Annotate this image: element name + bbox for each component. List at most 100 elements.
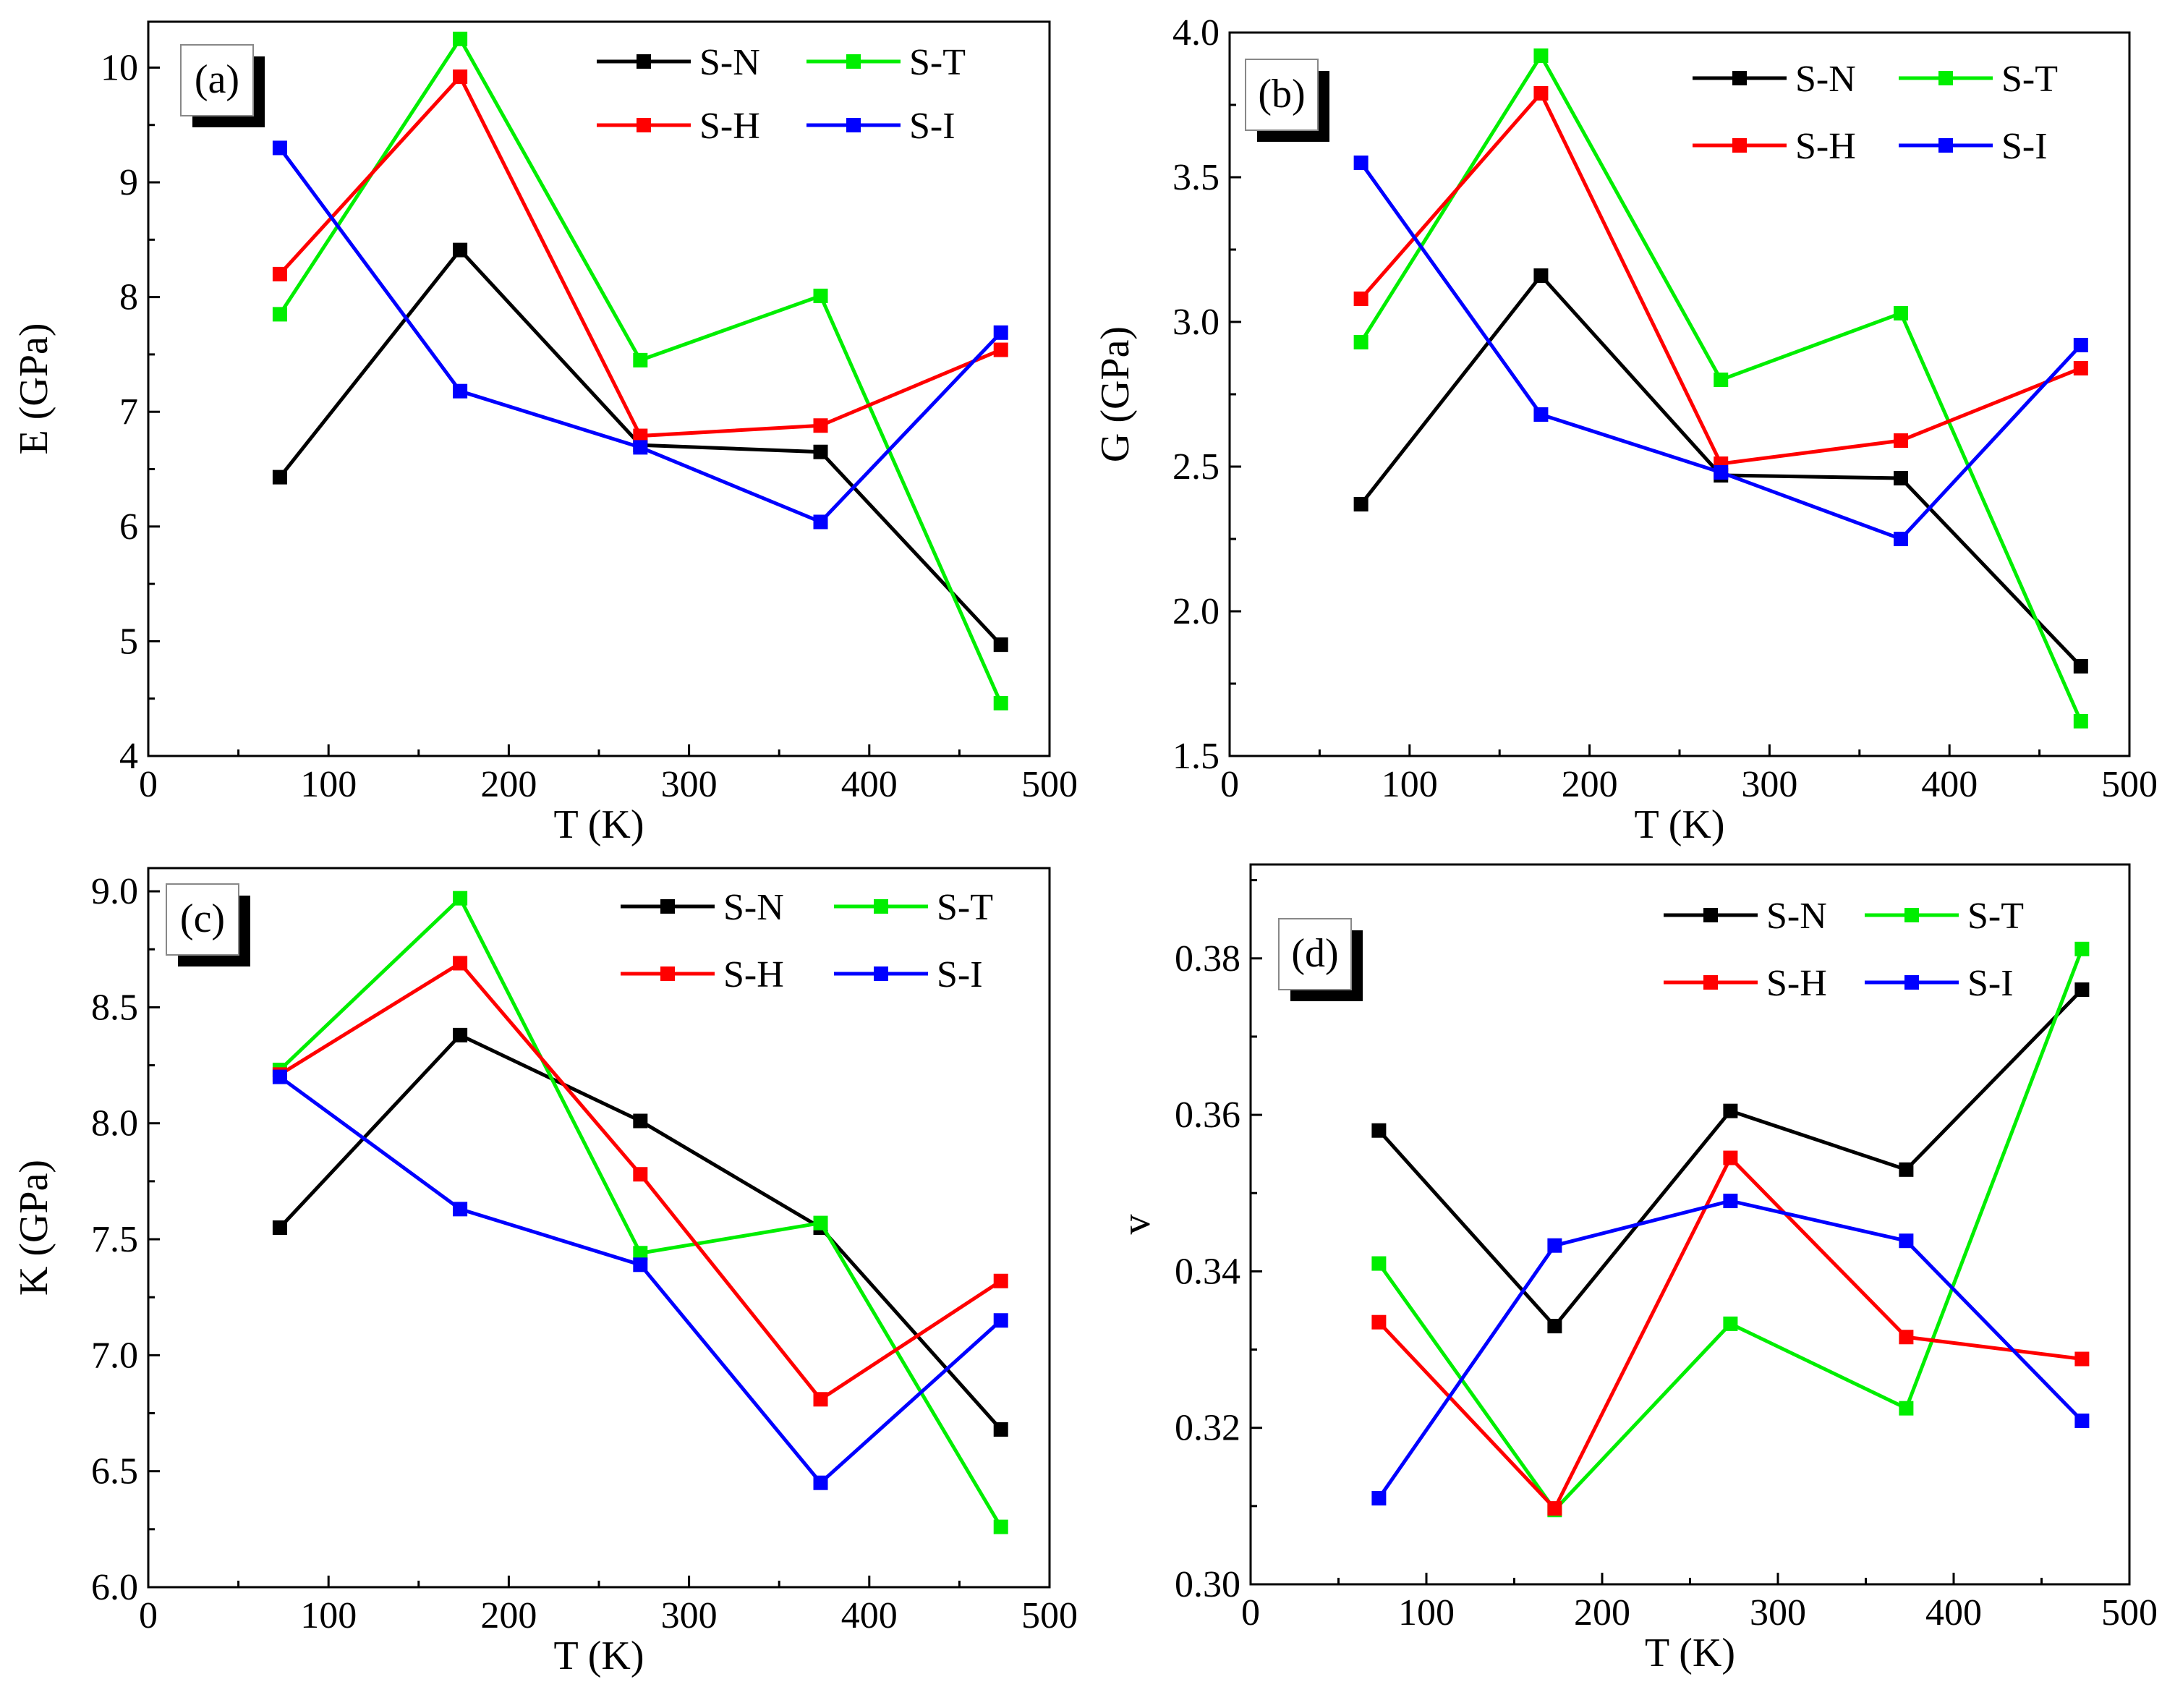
y-tick-label: 6.5 <box>91 1451 138 1492</box>
y-axis-title: K (GPa) <box>12 1160 56 1296</box>
data-point-s-h <box>453 956 468 971</box>
x-tick-label: 400 <box>841 1595 898 1636</box>
series-line-s-t <box>1359 52 2083 723</box>
legend-label-s-h: S-H <box>1795 126 1856 167</box>
x-axis-title: T (K) <box>554 1633 644 1678</box>
data-point-s-t <box>813 289 828 304</box>
legend-marker-s-t <box>874 899 888 914</box>
x-tick-label: 0 <box>139 1595 158 1636</box>
data-point-s-h <box>1371 1314 1387 1330</box>
y-tick-label: 10 <box>101 47 138 88</box>
y-tick-label: 4 <box>119 736 138 777</box>
data-point-s-h <box>1894 433 1909 448</box>
data-point-s-i <box>993 325 1008 340</box>
data-point-s-i <box>272 1069 287 1084</box>
legend-marker-s-t <box>846 54 861 69</box>
data-point-s-i <box>633 440 648 455</box>
y-tick-label: 0.38 <box>1175 938 1240 980</box>
panel-label-box <box>166 883 239 956</box>
data-point-s-i <box>1353 156 1369 170</box>
x-tick-label: 400 <box>1925 1592 1982 1633</box>
legend-label-s-n: S-N <box>699 42 760 83</box>
data-point-s-n <box>453 242 468 258</box>
data-point-s-t <box>1371 1256 1387 1271</box>
y-axis-title: v <box>1114 1215 1159 1235</box>
series-line-s-h <box>1377 1155 2082 1512</box>
data-point-s-i <box>2074 1413 2090 1428</box>
x-tick-label: 100 <box>300 764 357 805</box>
y-tick-label: 0.36 <box>1175 1095 1240 1136</box>
x-tick-label: 500 <box>2101 1592 2158 1633</box>
data-point-s-t <box>1714 373 1729 387</box>
chart-panel-b: 0 100 200 300 400 500 1.5 2.0 2.5 3.0 3.5 4.0 T (K) G… <box>1093 12 2158 847</box>
x-tick-label: 300 <box>661 1595 718 1636</box>
legend-label-s-h: S-H <box>1766 963 1827 1004</box>
legend-label-s-t: S-T <box>1967 896 2024 937</box>
data-point-s-n <box>1371 1123 1387 1138</box>
data-point-s-i <box>813 1475 828 1490</box>
legend-marker-s-h <box>1703 975 1718 990</box>
series-line-s-i <box>278 146 1003 524</box>
data-point-s-h <box>813 1392 828 1407</box>
data-point-s-n <box>2073 659 2088 674</box>
x-tick-label: 100 <box>1382 764 1438 805</box>
data-point-s-i <box>1899 1233 1914 1249</box>
data-point-s-i <box>633 1257 648 1272</box>
data-point-s-h <box>813 418 828 433</box>
legend-label-s-n: S-N <box>723 887 784 928</box>
x-tick-label: 300 <box>1750 1592 1806 1633</box>
data-point-s-n <box>1547 1319 1562 1334</box>
data-point-s-i <box>453 1202 468 1217</box>
legend-marker-s-n <box>660 899 675 914</box>
legend-label-s-h: S-H <box>699 106 760 147</box>
x-axis-title: T (K) <box>1635 802 1725 847</box>
x-tick-label: 200 <box>1574 1592 1630 1633</box>
data-point-s-t <box>633 352 648 367</box>
y-tick-label: 3.0 <box>1172 302 1220 343</box>
y-axis-title: G (GPa) <box>1093 326 1138 462</box>
data-point-s-h <box>1533 86 1549 101</box>
data-point-s-i <box>1547 1238 1562 1253</box>
x-tick-label: 300 <box>661 764 718 805</box>
series-line-s-t <box>278 895 1003 1528</box>
data-point-s-n <box>633 1113 648 1129</box>
panel-label-box <box>1278 918 1352 990</box>
data-point-s-t <box>1894 306 1909 320</box>
legend-marker-s-n <box>1703 908 1718 922</box>
y-tick-label: 0.30 <box>1175 1564 1240 1605</box>
x-tick-label: 0 <box>1241 1592 1260 1633</box>
legend-label-s-i: S-I <box>909 106 955 147</box>
y-tick-label: 0.32 <box>1175 1408 1240 1449</box>
y-tick-label: 7.5 <box>91 1219 138 1260</box>
legend-marker-s-i <box>846 118 861 132</box>
series-line-s-t <box>1377 948 2084 1513</box>
data-point-s-i <box>453 383 468 399</box>
data-point-s-n <box>272 470 287 485</box>
data-point-s-n <box>2074 982 2090 998</box>
x-tick-label: 0 <box>1220 764 1239 805</box>
series-line-s-t <box>278 35 1003 705</box>
plot-frame <box>1228 31 2131 757</box>
legend-label-s-t: S-T <box>2001 59 2058 100</box>
series-line-s-n <box>278 1032 1003 1431</box>
x-tick-label: 200 <box>480 764 537 805</box>
data-point-s-h <box>1353 292 1369 306</box>
x-tick-label: 500 <box>2101 764 2158 805</box>
data-point-s-t <box>2073 714 2088 728</box>
data-point-s-t <box>2074 941 2090 956</box>
panel-label: (c) <box>180 896 225 941</box>
x-tick-label: 200 <box>1562 764 1618 805</box>
data-point-s-h <box>2074 1351 2090 1367</box>
legend-label-s-n: S-N <box>1766 896 1827 937</box>
data-point-s-n <box>1723 1103 1738 1118</box>
data-point-s-t <box>633 1246 648 1261</box>
y-tick-label: 2.5 <box>1172 446 1220 488</box>
legend-label-s-i: S-I <box>1967 963 2014 1004</box>
data-point-s-i <box>2073 338 2088 352</box>
x-axis-title: T (K) <box>1645 1631 1735 1675</box>
data-point-s-n <box>813 444 828 459</box>
data-point-s-i <box>1723 1194 1738 1209</box>
y-tick-label: 8.5 <box>91 987 138 1028</box>
x-tick-label: 0 <box>139 764 158 805</box>
